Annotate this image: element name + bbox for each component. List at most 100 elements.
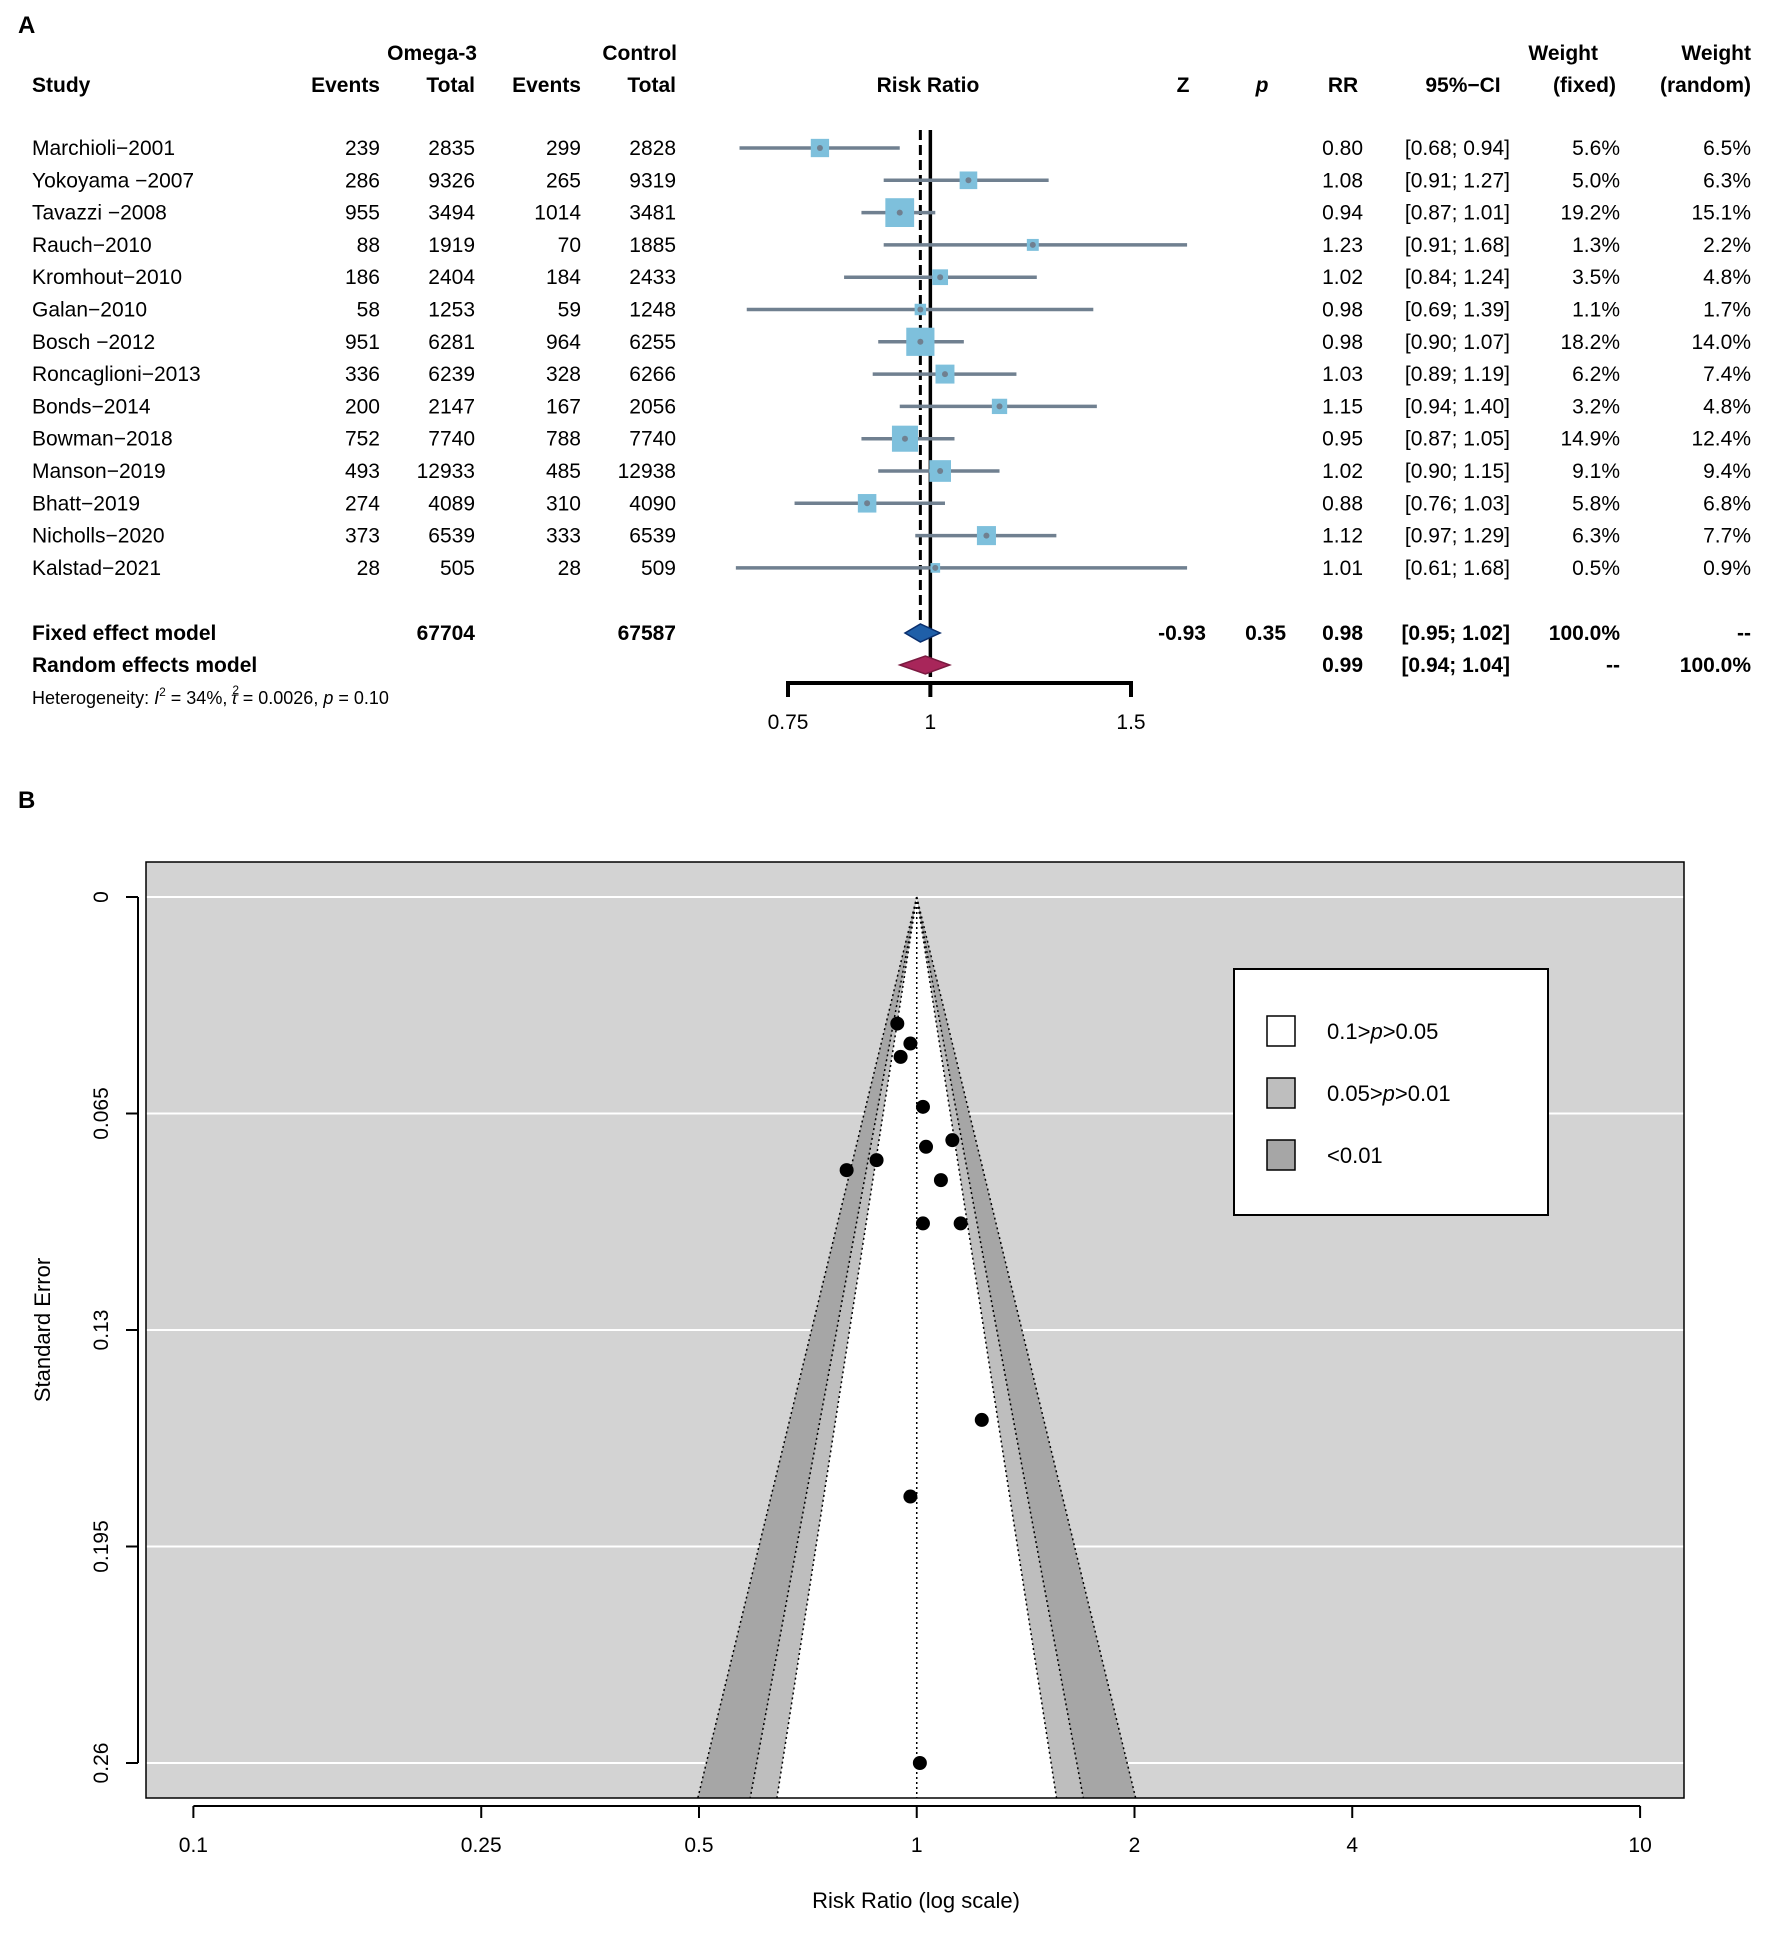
panel-b-label: B [18,787,35,814]
study-t-events: 336 [345,363,380,386]
study-c-events: 328 [546,363,581,386]
study-rr: 1.23 [1322,234,1363,257]
study-t-events: 28 [357,557,380,580]
study-weight-random: 4.8% [1703,266,1751,289]
funnel-plot-area: 0.1 0.25 0.5 1 2 4 10 0 0.065 0.13 0.195 0.26 0.1>p>… [90,861,1685,1857]
fixed-label: Fixed effect model [32,622,216,645]
study-point-estimate [896,209,903,216]
study-point-estimate [864,500,871,507]
header-p: p [1255,74,1269,97]
study-name: Galan−2010 [32,299,147,322]
study-t-events: 239 [345,137,380,160]
study-t-total: 6539 [428,525,475,548]
fixed-c-total: 67587 [618,622,676,645]
study-rr: 1.12 [1322,525,1363,548]
random-rr: 0.99 [1322,654,1363,677]
study-t-total: 7740 [428,428,475,451]
study-weight-fixed: 5.8% [1572,492,1620,515]
funnel-study-point [893,1049,908,1064]
funnel-x-tick-label: 4 [1346,1834,1358,1857]
study-t-events: 951 [345,331,380,354]
study-ci: [0.76; 1.03] [1405,492,1510,515]
study-c-total: 6255 [629,331,676,354]
study-t-events: 186 [345,266,380,289]
study-c-events: 167 [546,395,581,418]
funnel-study-point [839,1163,854,1178]
forest-study-row: Marchioli−2001 239 2835 299 2828 0.80 [0.68; 0… [32,137,1751,160]
header-c-total: Total [627,74,676,97]
study-t-events: 955 [345,202,380,225]
forest-study-row: Bonds−2014 200 2147 167 2056 1.15 [0.94; 1.40]… [32,395,1751,418]
study-c-events: 964 [546,331,581,354]
study-c-total: 1248 [629,299,676,322]
study-weight-random: 2.2% [1703,234,1751,257]
study-ci: [0.97; 1.29] [1405,525,1510,548]
study-t-events: 88 [357,234,380,257]
forest-study-row: Bosch −2012 951 6281 964 6255 0.98 [0.90; 1.07… [32,331,1751,354]
study-c-total: 2056 [629,395,676,418]
study-c-total: 1885 [629,234,676,257]
header-study: Study [32,74,91,97]
funnel-x-axis-title: Risk Ratio (log scale) [812,1888,1020,1913]
funnel-study-point [945,1133,960,1148]
funnel-y-tick-label: 0 [90,891,113,903]
study-t-total: 2835 [428,137,475,160]
study-weight-fixed: 3.5% [1572,266,1620,289]
study-weight-random: 9.4% [1703,460,1751,483]
funnel-x-tick-label: 0.1 [179,1834,208,1857]
study-t-events: 58 [357,299,380,322]
forest-study-row: Bowman−2018 752 7740 788 7740 0.95 [0.87; 1.05… [32,428,1751,451]
funnel-study-point [869,1153,884,1168]
study-ci: [0.69; 1.39] [1405,299,1510,322]
random-weight-random: 100.0% [1680,654,1752,677]
header-omega3: Omega-3 [387,42,477,65]
study-point-estimate [941,371,948,378]
contour-boundary-line [915,896,1058,1799]
study-t-total: 4089 [428,492,475,515]
study-point-estimate [932,564,939,571]
header-ci: 95%−CI [1425,74,1500,97]
study-rr: 1.15 [1322,395,1363,418]
fixed-ci: [0.95; 1.02] [1401,622,1510,645]
study-weight-fixed: 5.6% [1572,137,1620,160]
study-weight-random: 12.4% [1691,428,1751,451]
study-name: Kalstad−2021 [32,557,161,580]
study-rr: 0.98 [1322,299,1363,322]
forest-plot-area: 0.75 1 1.5 [735,130,1188,734]
study-weight-random: 4.8% [1703,395,1751,418]
forest-x-tick-label: 1.5 [1116,711,1145,734]
study-c-events: 59 [558,299,581,322]
study-ci: [0.84; 1.24] [1405,266,1510,289]
fixed-effect-diamond [903,623,942,643]
study-ci: [0.90; 1.15] [1405,460,1510,483]
study-name: Bonds−2014 [32,395,151,418]
heterogeneity-text: Heterogeneity: I2 = 34%, 2τ = 0.0026, p … [32,683,389,708]
legend-label: <0.01 [1327,1143,1383,1168]
study-c-total: 509 [641,557,676,580]
random-effect-diamond [897,655,952,675]
funnel-plot-panel: B 0.1 0.25 0.5 1 2 4 10 0 0.065 0.13 0.195 0.26 0.1>… [18,787,1685,1913]
study-c-total: 3481 [629,202,676,225]
header-control: Control [602,42,677,65]
study-weight-fixed: 19.2% [1560,202,1620,225]
study-t-events: 274 [345,492,380,515]
forest-study-row: Rauch−2010 88 1919 70 1885 1.23 [0.91; 1.68] 1.… [32,234,1751,257]
study-weight-fixed: 5.0% [1572,169,1620,192]
study-c-events: 28 [558,557,581,580]
forest-rows: Marchioli−2001 239 2835 299 2828 0.80 [0.68; 0… [32,137,1751,580]
study-c-total: 2828 [629,137,676,160]
study-c-total: 6539 [629,525,676,548]
study-point-estimate [937,468,944,474]
study-c-total: 6266 [629,363,676,386]
random-ci: [0.94; 1.04] [1401,654,1510,677]
header-risk-ratio: Risk Ratio [877,74,980,97]
study-t-events: 200 [345,395,380,418]
study-weight-random: 6.8% [1703,492,1751,515]
forest-study-row: Nicholls−2020 373 6539 333 6539 1.12 [0.97; 1.… [32,525,1751,548]
funnel-y-tick-label: 0.065 [90,1087,113,1140]
random-label: Random effects model [32,654,257,677]
study-weight-fixed: 6.3% [1572,525,1620,548]
study-weight-random: 6.5% [1703,137,1751,160]
forest-study-row: Kromhout−2010 186 2404 184 2433 1.02 [0.84; 1.… [32,266,1751,289]
study-weight-fixed: 9.1% [1572,460,1620,483]
